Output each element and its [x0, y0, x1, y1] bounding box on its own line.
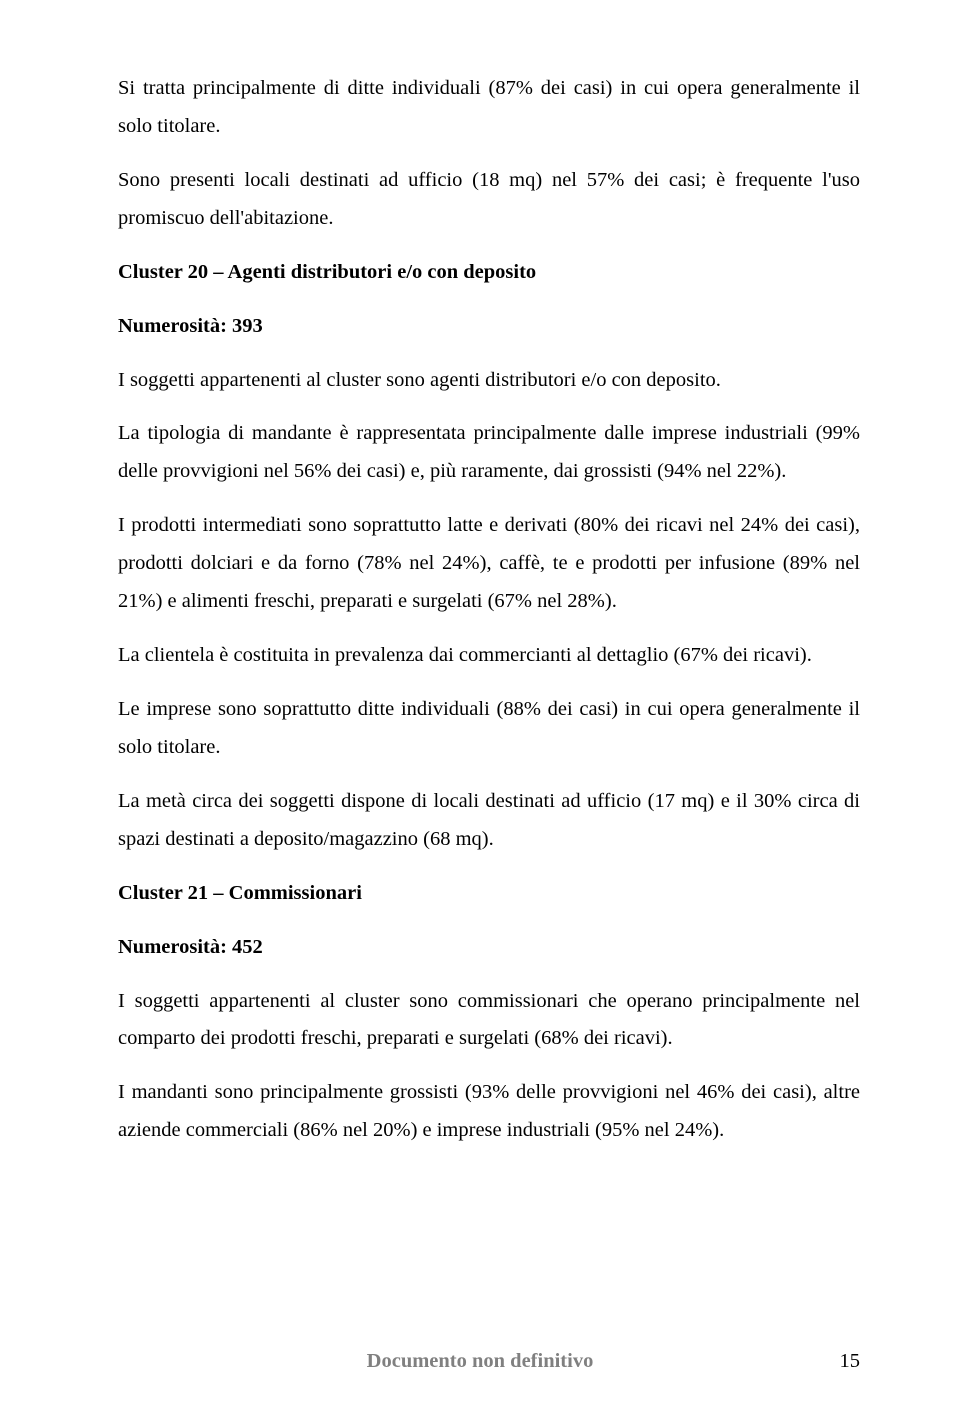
footer-label: Documento non definitivo [367, 1350, 594, 1372]
body-paragraph: La tipologia di mandante è rappresentata… [118, 415, 860, 491]
body-paragraph: I soggetti appartenenti al cluster sono … [118, 362, 860, 400]
body-paragraph: La metà circa dei soggetti dispone di lo… [118, 783, 860, 859]
body-paragraph: I soggetti appartenenti al cluster sono … [118, 983, 860, 1059]
cluster-heading: Cluster 21 – Commissionari [118, 875, 860, 913]
cluster-heading: Cluster 20 – Agenti distributori e/o con… [118, 254, 860, 292]
numerosita-heading: Numerosità: 452 [118, 929, 860, 967]
page-footer: Documento non definitivo 15 [0, 1350, 960, 1373]
numerosita-heading: Numerosità: 393 [118, 308, 860, 346]
body-paragraph: La clientela è costituita in prevalenza … [118, 637, 860, 675]
body-paragraph: Sono presenti locali destinati ad uffici… [118, 162, 860, 238]
page-number: 15 [840, 1350, 861, 1373]
body-paragraph: I prodotti intermediati sono soprattutto… [118, 507, 860, 621]
body-paragraph: Le imprese sono soprattutto ditte indivi… [118, 691, 860, 767]
body-paragraph: I mandanti sono principalmente grossisti… [118, 1074, 860, 1150]
body-paragraph: Si tratta principalmente di ditte indivi… [118, 70, 860, 146]
